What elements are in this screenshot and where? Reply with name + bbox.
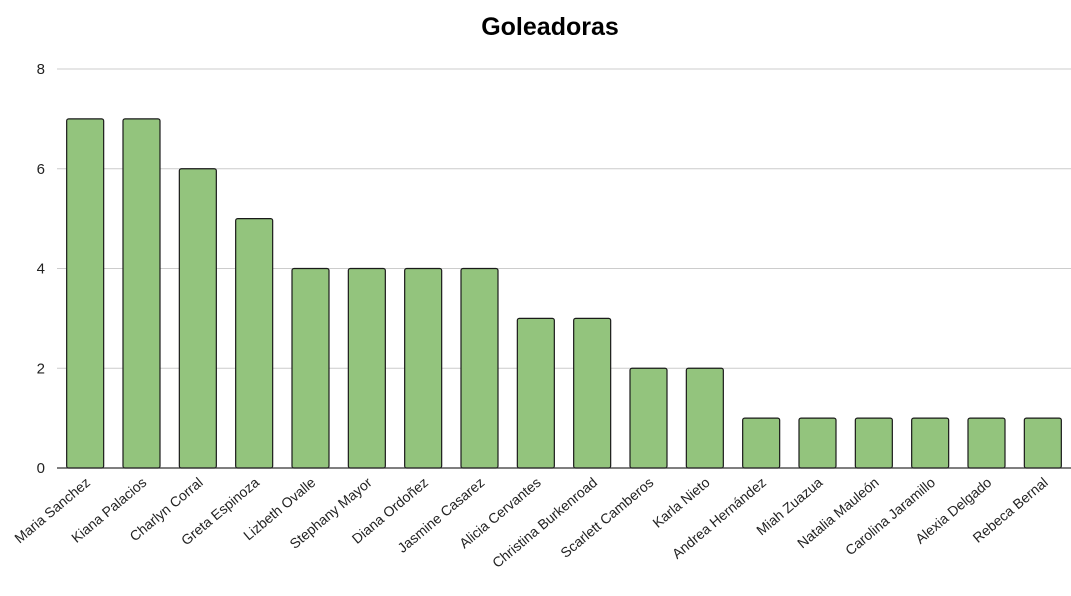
y-tick-label: 2 — [37, 360, 45, 377]
chart-title: Goleadoras — [481, 13, 619, 41]
bars — [66, 118, 1062, 469]
x-tick-label: Scarlett Camberos — [557, 474, 656, 561]
bar — [911, 417, 950, 469]
x-tick-label: Christina Burkenroad — [489, 474, 600, 571]
bar — [629, 367, 668, 469]
bar — [742, 417, 781, 469]
bar — [967, 417, 1006, 469]
y-tick-label: 8 — [37, 61, 45, 78]
y-axis-tick-labels: 0 2 4 6 8 — [37, 61, 45, 477]
bar — [573, 317, 612, 469]
bar — [516, 317, 555, 469]
bar — [347, 267, 386, 469]
y-tick-label: 4 — [37, 261, 45, 278]
bar — [460, 267, 499, 469]
bar — [178, 168, 217, 469]
x-tick-label: Andrea Hernández — [669, 474, 769, 562]
bar — [1023, 417, 1062, 469]
bar — [798, 417, 837, 469]
gridlines — [57, 68, 1071, 369]
bar — [291, 267, 330, 469]
bar — [122, 118, 161, 469]
bar — [404, 267, 443, 469]
y-tick-label: 0 — [37, 460, 45, 477]
bar — [685, 367, 724, 469]
bar — [66, 118, 105, 469]
bar — [854, 417, 893, 469]
bar — [235, 218, 274, 469]
y-tick-label: 6 — [37, 161, 45, 178]
